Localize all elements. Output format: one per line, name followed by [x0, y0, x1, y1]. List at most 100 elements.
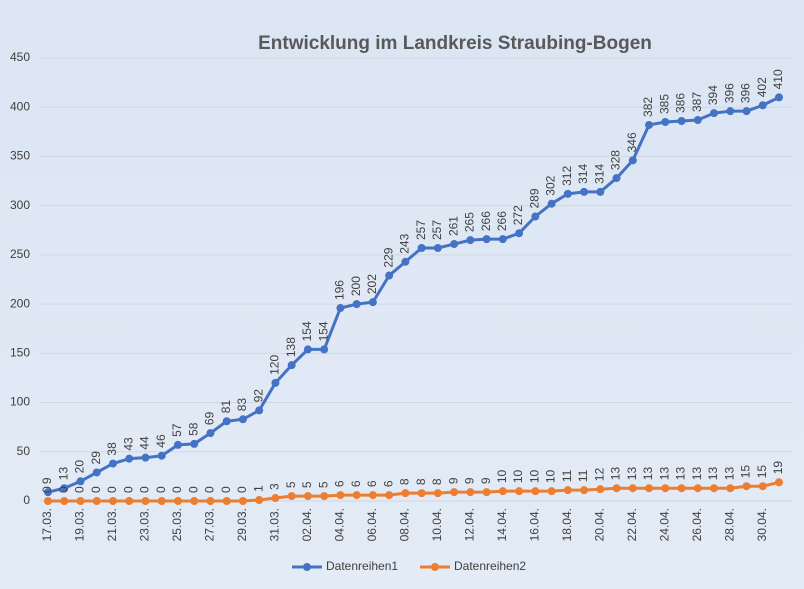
- data-point: [368, 298, 377, 307]
- data-point: [60, 497, 69, 505]
- data-label: 302: [544, 175, 558, 195]
- data-point: [580, 486, 589, 495]
- data-label: 3: [268, 483, 282, 490]
- data-point: [710, 109, 719, 118]
- data-label: 261: [446, 216, 460, 236]
- data-label: 5: [316, 481, 330, 488]
- data-point: [271, 494, 280, 503]
- data-label: 8: [398, 478, 412, 485]
- data-label: 410: [771, 69, 785, 89]
- data-point: [466, 236, 475, 245]
- data-point: [44, 488, 52, 497]
- data-point: [303, 345, 312, 354]
- data-label: 9: [479, 477, 493, 484]
- data-label: 13: [706, 467, 720, 481]
- x-tick-label: 04.04.: [333, 508, 347, 541]
- x-tick-label: 17.03.: [40, 508, 54, 541]
- data-label: 13: [690, 467, 704, 481]
- data-label: 13: [609, 467, 623, 481]
- data-point: [141, 453, 150, 462]
- data-label: 312: [560, 166, 574, 186]
- x-tick-label: 12.04.: [463, 508, 477, 541]
- data-point: [580, 187, 589, 196]
- data-point: [645, 484, 654, 493]
- data-point: [60, 484, 69, 493]
- data-point: [206, 497, 215, 505]
- x-tick-label: 19.03.: [73, 508, 87, 541]
- data-point: [417, 489, 426, 498]
- data-point: [482, 235, 491, 244]
- data-point: [255, 406, 264, 415]
- data-label: 272: [511, 205, 525, 225]
- data-label: 1: [251, 485, 265, 492]
- data-point: [758, 101, 767, 110]
- data-point: [352, 491, 361, 500]
- data-label: 243: [398, 233, 412, 253]
- data-label: 138: [284, 337, 298, 357]
- data-label: 19: [771, 461, 785, 475]
- data-point: [563, 486, 572, 495]
- data-label: 257: [430, 220, 444, 240]
- data-label: 385: [657, 94, 671, 114]
- data-point: [336, 491, 345, 500]
- data-label: 57: [170, 423, 184, 437]
- y-tick-label: 150: [10, 346, 30, 360]
- data-label: 8: [430, 478, 444, 485]
- data-point: [693, 116, 702, 125]
- data-label: 6: [381, 480, 395, 487]
- x-tick-label: 25.03.: [170, 508, 184, 541]
- data-label: 402: [755, 77, 769, 97]
- data-label: 0: [121, 486, 135, 493]
- data-point: [547, 487, 556, 496]
- data-point: [498, 487, 507, 496]
- data-point: [222, 497, 231, 505]
- legend-marker: [431, 563, 439, 571]
- data-point: [596, 187, 605, 196]
- data-point: [206, 429, 215, 438]
- series-line: [48, 480, 780, 503]
- data-point: [596, 485, 605, 494]
- x-tick-label: 26.04.: [690, 508, 704, 541]
- data-label: 0: [73, 486, 87, 493]
- data-label: 11: [560, 469, 574, 482]
- data-label: 5: [300, 481, 314, 488]
- data-point: [44, 497, 52, 505]
- data-point: [336, 304, 345, 313]
- data-label: 266: [479, 211, 493, 231]
- data-point: [515, 229, 524, 238]
- data-label: 10: [511, 469, 525, 483]
- x-tick-label: 10.04.: [430, 508, 444, 541]
- x-tick-label: 06.04.: [365, 508, 379, 541]
- x-tick-label: 22.04.: [625, 508, 639, 541]
- data-point: [661, 484, 670, 493]
- data-label: 83: [235, 398, 249, 412]
- data-label: 265: [463, 212, 477, 232]
- data-point: [76, 477, 85, 486]
- data-point: [661, 117, 670, 126]
- data-point: [92, 468, 101, 477]
- data-point: [726, 484, 735, 493]
- data-point: [710, 484, 719, 493]
- data-label: 314: [576, 164, 590, 184]
- y-tick-label: 400: [10, 99, 30, 113]
- x-tick-label: 02.04.: [300, 508, 314, 541]
- x-tick-label: 30.04.: [755, 508, 769, 541]
- data-point: [190, 439, 199, 448]
- data-label: 6: [365, 480, 379, 487]
- data-label: 9: [40, 477, 54, 484]
- data-point: [628, 484, 637, 493]
- x-tick-label: 16.04.: [528, 508, 542, 541]
- data-label: 229: [381, 247, 395, 267]
- data-label: 38: [105, 442, 119, 456]
- data-label: 266: [495, 211, 509, 231]
- data-label: 29: [89, 451, 103, 465]
- y-tick-label: 0: [23, 493, 30, 507]
- data-point: [287, 361, 296, 370]
- data-point: [758, 482, 767, 491]
- data-label: 81: [219, 400, 233, 414]
- data-point: [450, 240, 459, 249]
- data-point: [775, 93, 783, 102]
- data-point: [303, 492, 312, 501]
- data-label: 44: [138, 436, 152, 450]
- data-label: 69: [203, 411, 217, 425]
